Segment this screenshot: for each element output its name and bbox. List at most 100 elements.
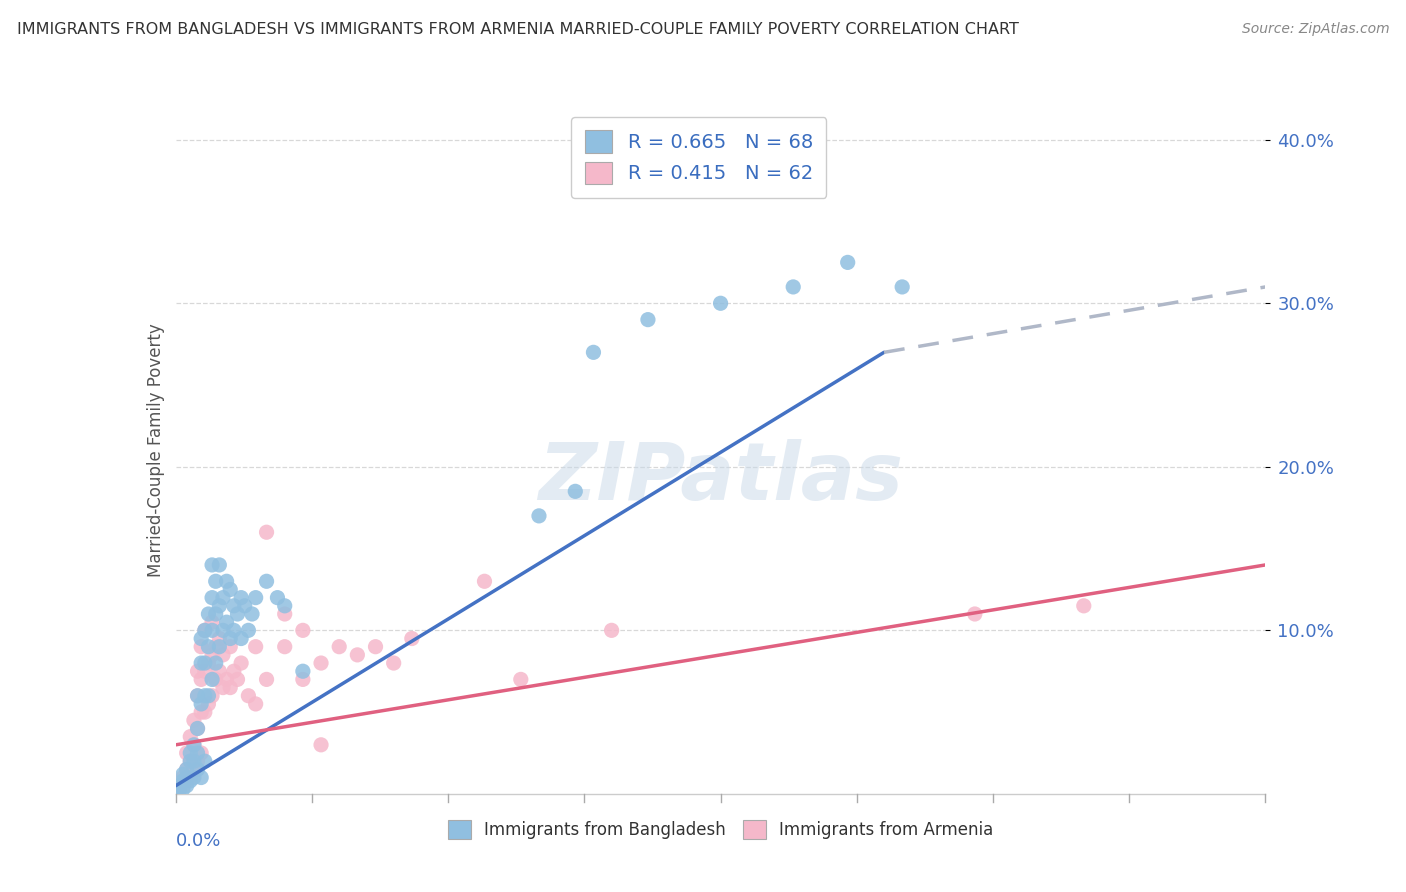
Point	[201, 648, 224, 662]
Point	[208, 558, 231, 572]
Point	[274, 640, 297, 654]
Point	[212, 648, 235, 662]
Point	[176, 762, 198, 776]
Point	[172, 773, 194, 788]
Point	[328, 640, 350, 654]
Point	[222, 599, 245, 613]
Point	[169, 781, 191, 797]
Point	[186, 689, 209, 703]
Point	[291, 673, 314, 687]
Point	[208, 632, 231, 646]
Point	[474, 574, 496, 589]
Point	[172, 771, 194, 785]
Point	[212, 681, 235, 695]
Point	[190, 697, 212, 711]
Point	[179, 771, 201, 785]
Point	[190, 746, 212, 760]
Point	[274, 599, 297, 613]
Point	[564, 484, 586, 499]
Point	[186, 722, 209, 736]
Point	[201, 558, 224, 572]
Point	[183, 714, 205, 728]
Point	[309, 656, 332, 670]
Point	[245, 591, 267, 605]
Y-axis label: Married-Couple Family Poverty: Married-Couple Family Poverty	[146, 324, 165, 577]
Point	[176, 779, 198, 793]
Point	[197, 689, 219, 703]
Point	[582, 345, 605, 359]
Point	[309, 738, 332, 752]
Point	[176, 771, 198, 785]
Point	[190, 705, 212, 719]
Point	[197, 607, 219, 621]
Point	[782, 280, 804, 294]
Point	[186, 722, 209, 736]
Point	[291, 664, 314, 679]
Point	[215, 673, 238, 687]
Text: IMMIGRANTS FROM BANGLADESH VS IMMIGRANTS FROM ARMENIA MARRIED-COUPLE FAMILY POVE: IMMIGRANTS FROM BANGLADESH VS IMMIGRANTS…	[17, 22, 1019, 37]
Point	[240, 607, 263, 621]
Point	[183, 738, 205, 752]
Point	[186, 762, 209, 776]
Point	[204, 574, 226, 589]
Point	[222, 664, 245, 679]
Point	[382, 656, 405, 670]
Point	[190, 771, 212, 785]
Point	[194, 689, 217, 703]
Point	[186, 754, 209, 768]
Point	[238, 624, 260, 638]
Point	[179, 746, 201, 760]
Point	[165, 787, 187, 801]
Point	[172, 779, 194, 793]
Point	[183, 754, 205, 768]
Point	[233, 599, 256, 613]
Point	[194, 705, 217, 719]
Point	[179, 754, 201, 768]
Point	[186, 689, 209, 703]
Point	[194, 624, 217, 638]
Point	[197, 656, 219, 670]
Point	[219, 632, 242, 646]
Point	[222, 624, 245, 638]
Point	[176, 773, 198, 788]
Point	[194, 754, 217, 768]
Point	[179, 754, 201, 768]
Point	[256, 525, 278, 540]
Point	[183, 771, 205, 785]
Point	[204, 673, 226, 687]
Point	[179, 773, 201, 788]
Point	[231, 632, 253, 646]
Text: ZIPatlas: ZIPatlas	[538, 439, 903, 517]
Point	[208, 664, 231, 679]
Point	[169, 783, 191, 797]
Point	[204, 607, 226, 621]
Point	[231, 591, 253, 605]
Point	[190, 673, 212, 687]
Point	[172, 781, 194, 797]
Point	[219, 640, 242, 654]
Point	[201, 591, 224, 605]
Point	[219, 681, 242, 695]
Point	[637, 312, 659, 326]
Point	[256, 673, 278, 687]
Point	[197, 697, 219, 711]
Point	[201, 689, 224, 703]
Point	[710, 296, 733, 310]
Point	[190, 632, 212, 646]
Point	[197, 640, 219, 654]
Text: Source: ZipAtlas.com: Source: ZipAtlas.com	[1241, 22, 1389, 37]
Text: 0.0%: 0.0%	[176, 831, 221, 850]
Point	[238, 689, 260, 703]
Legend: Immigrants from Bangladesh, Immigrants from Armenia: Immigrants from Bangladesh, Immigrants f…	[439, 812, 1002, 847]
Point	[194, 624, 217, 638]
Point	[215, 615, 238, 630]
Point	[183, 738, 205, 752]
Point	[256, 574, 278, 589]
Point	[176, 746, 198, 760]
Point	[208, 599, 231, 613]
Point	[201, 673, 224, 687]
Point	[204, 640, 226, 654]
Point	[226, 673, 249, 687]
Point	[891, 280, 914, 294]
Point	[215, 574, 238, 589]
